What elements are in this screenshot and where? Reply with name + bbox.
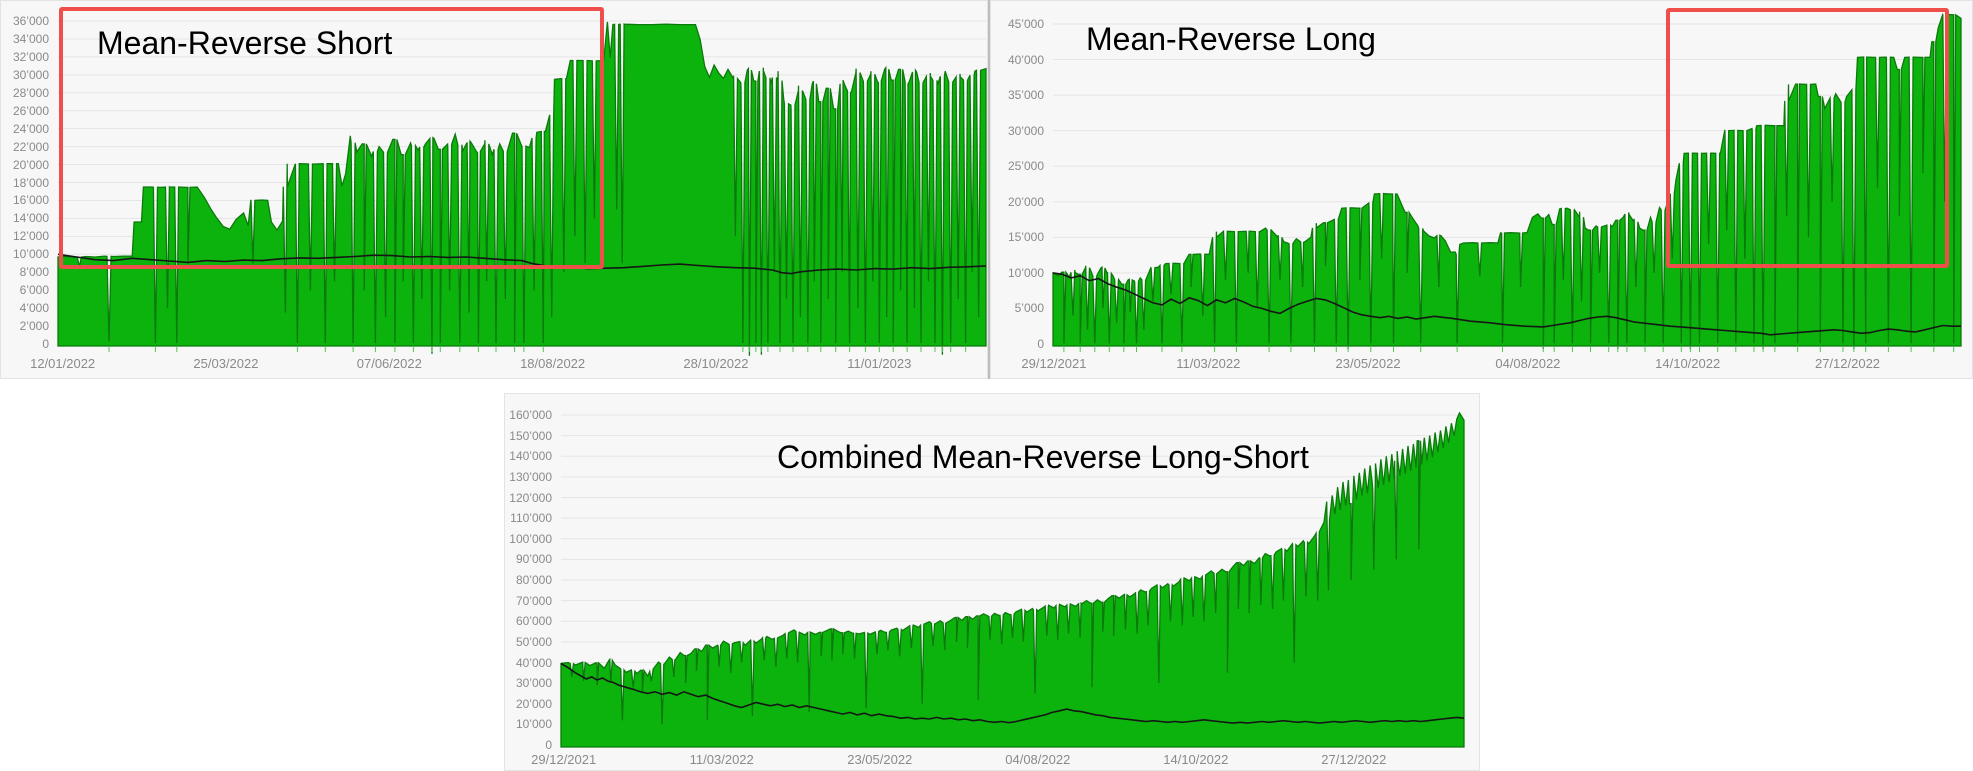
y-axis-label: 20’000 xyxy=(515,696,552,711)
x-axis-label: 29/12/2021 xyxy=(531,752,597,767)
y-axis-label: 12’000 xyxy=(12,229,49,244)
chart-title-mean-reverse-long: Mean-Reverse Long xyxy=(1086,21,1376,57)
y-axis-label: 50’000 xyxy=(515,634,552,649)
y-axis-label: 30’000 xyxy=(515,676,552,691)
y-axis-label: 28’000 xyxy=(12,85,49,100)
y-axis-label: 35’000 xyxy=(1007,88,1044,103)
y-axis-label: 80’000 xyxy=(515,573,552,587)
chart-title-mean-reverse-short: Mean-Reverse Short xyxy=(97,25,393,61)
y-axis-label: 34’000 xyxy=(12,31,49,46)
x-axis-label: 04/08/2022 xyxy=(1005,752,1071,767)
x-axis-label: 04/08/2022 xyxy=(1495,356,1561,371)
y-axis-label: 20’000 xyxy=(1007,194,1044,209)
x-axis-label: 11/03/2022 xyxy=(1176,356,1241,371)
y-axis-label: 90’000 xyxy=(515,552,552,567)
x-axis-label: 27/12/2022 xyxy=(1814,356,1881,371)
y-axis-label: 0 xyxy=(42,337,49,351)
y-axis-label: 5’000 xyxy=(1014,301,1044,316)
x-axis-label: 07/06/2022 xyxy=(356,356,422,371)
highlight-box-long xyxy=(1665,8,1950,268)
x-axis-label: 23/05/2022 xyxy=(847,752,913,767)
x-axis-label: 11/03/2022 xyxy=(689,752,754,767)
y-axis-label: 130’000 xyxy=(509,469,552,484)
y-axis-label: 30’000 xyxy=(12,67,49,82)
y-axis-label: 110’000 xyxy=(510,511,552,526)
y-axis-label: 150’000 xyxy=(509,428,552,443)
y-axis-label: 4’000 xyxy=(19,301,49,316)
y-axis-label: 16’000 xyxy=(12,193,49,208)
chart-panel-mean-reverse-long: Mean-Reverse Long 45’000 40’000 35’000 30’0… xyxy=(990,0,1973,379)
y-axis-label: 0 xyxy=(545,738,552,752)
y-axis-label: 15’000 xyxy=(1007,230,1044,245)
x-axis-label: 29/12/2021 xyxy=(1021,356,1087,371)
x-axis-label: 25/03/2022 xyxy=(193,356,259,371)
y-axis-label: 70’000 xyxy=(515,593,552,608)
benchmark-line-series xyxy=(1052,272,1961,336)
highlight-box-short xyxy=(58,6,604,270)
y-axis-label: 10’000 xyxy=(1007,265,1044,280)
x-axis-label: 27/12/2022 xyxy=(1321,752,1387,767)
y-axis-label: 2’000 xyxy=(19,319,49,334)
y-axis-label: 18’000 xyxy=(12,175,49,190)
y-axis-label: 6’000 xyxy=(19,283,49,298)
panel-divider xyxy=(988,0,990,379)
y-axis-label: 160’000 xyxy=(509,408,552,422)
y-axis-label: 25’000 xyxy=(1007,159,1044,174)
x-axis-label: 11/01/2023 xyxy=(847,356,912,371)
y-axis-label: 26’000 xyxy=(12,103,49,118)
y-axis-label: 40’000 xyxy=(1007,52,1044,67)
y-axis-label: 100’000 xyxy=(509,531,552,546)
equity-area-series xyxy=(560,411,1465,748)
y-axis-label: 120’000 xyxy=(509,490,552,505)
x-axis-label: 28/10/2022 xyxy=(683,356,749,371)
y-axis-label: 10’000 xyxy=(515,717,552,732)
y-axis-label: 45’000 xyxy=(1007,17,1044,31)
chart-panel-combined: Combined Mean-Reverse Long-Short 160’000… xyxy=(504,393,1480,771)
x-axis-label: 14/10/2022 xyxy=(1655,356,1721,371)
equity-area-series xyxy=(57,21,987,356)
chart-title-combined: Combined Mean-Reverse Long-Short xyxy=(777,439,1309,475)
chart-panel-mean-reverse-short: Mean-Reverse Short 36’000 34’000 32’000 30’… xyxy=(0,0,988,379)
benchmark-line-series xyxy=(560,662,1465,724)
x-axis-label: 23/05/2022 xyxy=(1335,356,1401,371)
y-axis-label: 30’000 xyxy=(1007,123,1044,138)
mean-reverse-short-plot xyxy=(57,20,987,356)
y-axis-label: 14’000 xyxy=(12,211,49,226)
y-axis-label: 22’000 xyxy=(12,139,49,154)
x-axis-label: 12/01/2022 xyxy=(30,356,96,371)
y-axis-label: 8’000 xyxy=(19,265,49,280)
y-axis-label: 140’000 xyxy=(509,449,552,464)
y-axis-label: 20’000 xyxy=(12,157,49,172)
y-axis-label: 60’000 xyxy=(515,614,552,629)
combined-mean-reverse-long-short-plot xyxy=(560,411,1465,748)
y-axis-label: 40’000 xyxy=(515,655,552,670)
y-axis-label: 10’000 xyxy=(12,247,49,262)
y-axis-label: 32’000 xyxy=(12,49,49,64)
y-axis-label: 36’000 xyxy=(12,14,49,28)
y-axis-label: 0 xyxy=(1037,337,1044,351)
y-axis-label: 24’000 xyxy=(12,121,49,136)
x-axis-label: 18/08/2022 xyxy=(520,356,586,371)
x-axis-label: 14/10/2022 xyxy=(1163,752,1229,767)
benchmark-line-series xyxy=(57,253,987,275)
